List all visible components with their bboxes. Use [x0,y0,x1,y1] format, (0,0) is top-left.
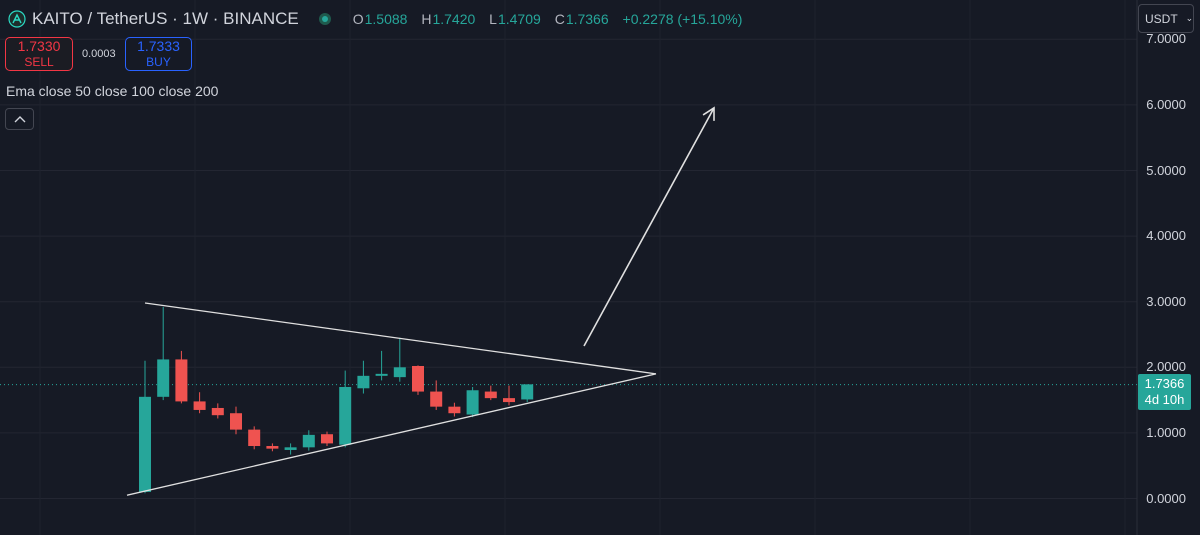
candle[interactable] [139,360,151,494]
candle-body [521,384,534,400]
candle-body [248,429,261,447]
candle-body [302,434,315,448]
current-price-value: 1.7366 [1144,376,1185,391]
candle[interactable] [266,443,279,452]
current-price-label: 1.7366 4d 10h [1138,374,1191,410]
candle-body [357,375,370,389]
candle[interactable] [357,360,370,394]
buy-button[interactable]: 1.7333 BUY [125,37,192,71]
candle[interactable] [248,426,261,450]
close-value: 1.7366 [565,11,609,27]
candle[interactable] [393,337,406,382]
candle[interactable] [284,443,297,455]
candle[interactable] [503,385,515,406]
collapse-legend-button[interactable] [5,108,34,130]
change-value: +0.2278 (+15.10%) [622,11,743,27]
price-axis-tick-5: 2.0000 [1146,359,1186,375]
buy-label: BUY [146,55,171,69]
candle-body [430,391,443,407]
sell-price: 1.7330 [17,38,61,54]
ohlc-values: O1.5088 H1.7420 L1.4709 C1.7366 +0.2278 … [353,11,743,27]
candle[interactable] [211,403,224,419]
candle-body [175,359,188,402]
low-value: 1.4709 [497,11,541,27]
candle-body [503,398,515,403]
sell-label: SELL [24,55,54,69]
high-value: 1.7420 [432,11,476,27]
candle-body [321,434,333,444]
candle-body [284,447,297,450]
currency-label: USDT [1145,11,1178,26]
candle[interactable] [521,384,534,403]
candle-body [211,407,224,416]
currency-select[interactable]: USDT ⌄ [1138,4,1194,33]
candle-body [339,386,352,445]
high-label: H [421,11,432,27]
price-axis-tick-3: 4.0000 [1146,228,1186,244]
candle[interactable] [157,306,170,401]
price-axis-tick-4: 3.0000 [1146,293,1186,309]
candle-body [139,396,151,492]
candle[interactable] [175,350,188,404]
candle[interactable] [412,365,424,395]
candles[interactable] [139,306,534,494]
candle-body [484,391,497,399]
candle-body [230,413,242,430]
price-axis-tick-7: 0.0000 [1146,490,1186,506]
candle[interactable] [321,431,333,447]
price-axis-tick-1: 6.0000 [1146,96,1186,112]
chevron-down-icon: ⌄ [1185,13,1194,23]
candle-body [157,359,170,397]
price-axis-tick-6: 1.0000 [1146,424,1186,440]
candle-body [375,373,388,376]
candle[interactable] [484,385,497,401]
lower-trendline[interactable] [126,373,657,496]
price-axis-tick-0: 7.0000 [1146,31,1186,47]
target-arrow-line[interactable] [583,107,715,347]
chevron-up-icon [14,116,25,123]
open-label: O [352,11,364,27]
upper-trendline[interactable] [144,302,657,375]
market-status-icon[interactable] [318,13,331,25]
price-axis-tick-2: 5.0000 [1146,162,1186,178]
candle[interactable] [430,380,443,410]
candle-body [466,390,479,415]
arrow-head-icon [702,106,715,121]
close-label: C [554,11,565,27]
spread-value: 0.0003 [82,48,116,60]
candle[interactable] [193,392,206,414]
candle[interactable] [375,350,388,381]
candle[interactable] [448,402,461,417]
candle[interactable] [339,370,352,448]
drawings[interactable] [126,106,715,496]
candle-body [448,406,461,414]
buy-price: 1.7333 [137,38,180,54]
chart-header: KAITO / TetherUS · 1W · BINANCE O1.5088 … [8,8,742,30]
candle-body [393,367,406,378]
candle-body [412,365,424,392]
candle[interactable] [230,406,242,435]
kaito-logo-icon [8,10,26,28]
grid [0,38,1137,499]
sell-button[interactable]: 1.7330 SELL [5,37,73,71]
open-value: 1.5088 [364,11,408,27]
bar-countdown: 4d 10h [1144,392,1185,407]
indicator-legend[interactable]: Ema close 50 close 100 close 200 [6,83,219,99]
symbol-title[interactable]: KAITO / TetherUS · 1W · BINANCE [32,9,299,28]
candle[interactable] [302,430,315,451]
candle[interactable] [466,386,479,418]
candle-body [193,401,206,410]
low-label: L [489,11,497,27]
candle-body [266,446,279,449]
